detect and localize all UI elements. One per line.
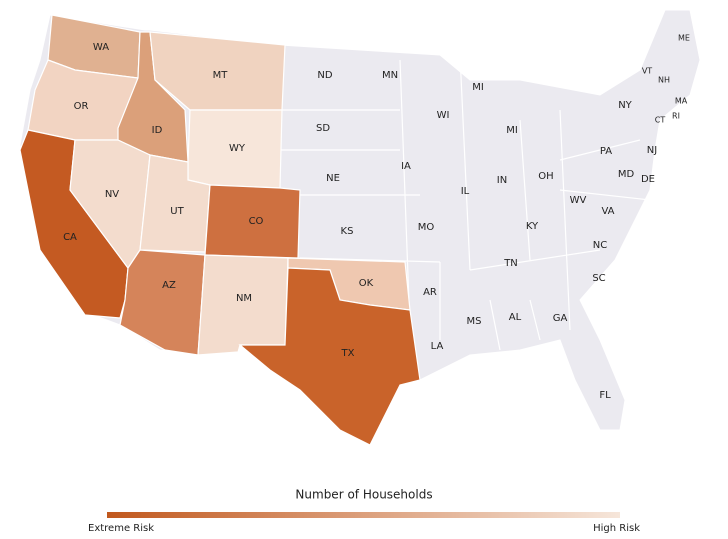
state-label: MT (213, 70, 229, 81)
state-label: OH (538, 171, 553, 182)
state-label: WY (229, 143, 246, 154)
state-shape (197, 254, 289, 356)
state-label: IA (401, 161, 411, 172)
legend-low-label: Extreme Risk (88, 523, 154, 534)
state-label: SC (592, 273, 605, 284)
state-label: WV (570, 195, 587, 206)
state-label: GA (553, 313, 568, 324)
state-label: KS (341, 226, 354, 237)
state-label: IN (497, 175, 507, 186)
state-label: IL (461, 186, 470, 197)
state-label: CO (249, 216, 264, 227)
state-label: TN (503, 258, 518, 269)
state-label: OR (74, 101, 89, 112)
state-label: NM (236, 293, 252, 304)
state-label: AL (509, 312, 522, 323)
state-label: ND (317, 70, 332, 81)
state-label: NJ (647, 145, 657, 156)
state-label: MN (382, 70, 398, 81)
legend-bar (107, 512, 620, 518)
state-label: ME (678, 34, 690, 43)
state-label: NC (593, 240, 607, 251)
state-label: TX (341, 348, 355, 359)
state-label: LA (431, 341, 444, 352)
state-label: MA (675, 97, 688, 106)
state-borders (280, 54, 651, 351)
legend-high-label: High Risk (593, 523, 640, 534)
state-label: VT (642, 67, 652, 76)
state-shape (204, 184, 301, 259)
state-label: NV (105, 189, 119, 200)
state-label: NY (618, 100, 632, 111)
state-label: UT (170, 206, 184, 217)
state-label: SD (316, 123, 330, 134)
state-label: MS (467, 316, 482, 327)
state-label: ID (152, 125, 163, 136)
state-label: PA (600, 146, 612, 157)
state-label: CT (655, 116, 666, 125)
state-label: MI (506, 125, 518, 136)
state-label: AZ (162, 280, 176, 291)
state-label: MD (618, 169, 635, 180)
state-label: AR (423, 287, 437, 298)
state-label: DE (641, 174, 655, 185)
state-label: MO (418, 222, 435, 233)
state-label: FL (599, 390, 611, 401)
state-label: NE (326, 173, 340, 184)
state-label: WA (93, 42, 109, 53)
state-label: MI (472, 82, 484, 93)
state-label: WI (437, 110, 450, 121)
state-label: NH (658, 76, 670, 85)
state-label: RI (672, 112, 680, 121)
state-label: KY (526, 221, 539, 232)
state-shape (238, 267, 421, 446)
legend-title: Number of Households (295, 488, 432, 502)
state-label: OK (359, 278, 374, 289)
state-label: VA (601, 206, 614, 217)
state-label: CA (63, 232, 77, 243)
